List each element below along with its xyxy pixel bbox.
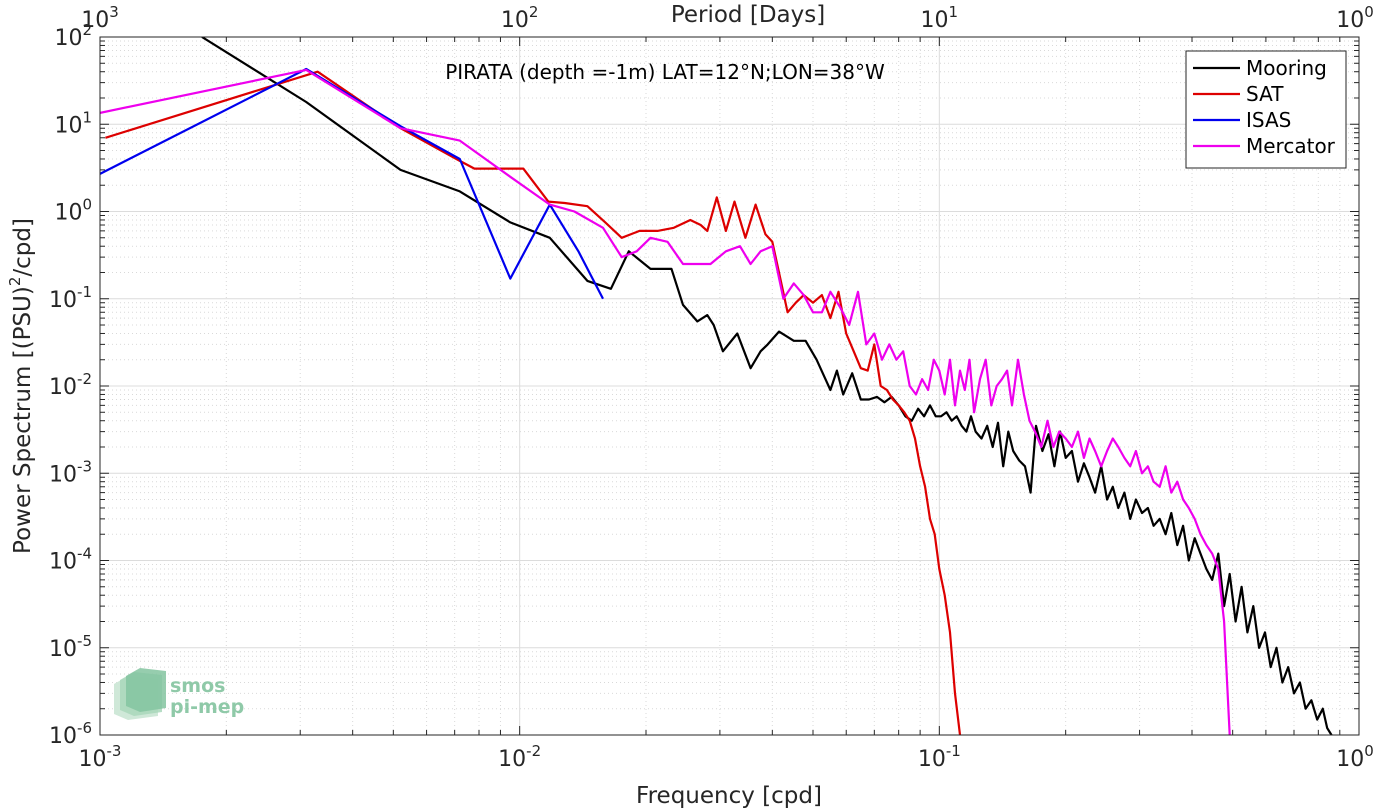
x-tick-label: 10-2 bbox=[498, 742, 541, 772]
x2-axis-title: Period [Days] bbox=[671, 2, 825, 28]
legend-label-mooring: Mooring bbox=[1246, 56, 1327, 80]
x-tick-label: 10-1 bbox=[918, 742, 961, 772]
y-tick-label: 10-1 bbox=[49, 283, 92, 313]
x-tick-labels: 10-3 10-2 10-1 100 bbox=[79, 742, 1374, 772]
x2-tick-label: 101 bbox=[921, 3, 959, 33]
y-axis-title-base: Power Spectrum [(PSU) bbox=[10, 286, 36, 554]
y-tick-label: 10-4 bbox=[49, 545, 92, 575]
logo-text-pi-mep: pi-mep bbox=[170, 696, 244, 718]
y-tick-label: 10-5 bbox=[49, 632, 92, 662]
y-tick-label: 101 bbox=[54, 108, 92, 138]
y-tick-label: 10-2 bbox=[49, 370, 92, 400]
series-line-sat bbox=[105, 70, 962, 735]
x-tick-label: 100 bbox=[1336, 742, 1374, 772]
series-line-mercator bbox=[100, 68, 1231, 735]
y-tick-label: 10-6 bbox=[49, 719, 92, 749]
x2-tick-label: 103 bbox=[81, 3, 119, 33]
smos-pi-mep-logo: smos pi-mep bbox=[114, 668, 244, 720]
y-axis-title-sup: 2 bbox=[6, 277, 24, 287]
legend-box bbox=[1185, 50, 1347, 169]
x-axis-title: Frequency [cpd] bbox=[636, 783, 822, 809]
y-tick-label: 10-3 bbox=[49, 457, 92, 487]
y-axis-title-tail: /cpd] bbox=[10, 218, 36, 277]
legend-label-isas: ISAS bbox=[1246, 108, 1291, 132]
axis-ticks bbox=[99, 36, 1360, 736]
logo-mark-icon bbox=[114, 668, 166, 720]
x-tick-label: 10-3 bbox=[79, 742, 122, 772]
legend-label-sat: SAT bbox=[1246, 82, 1284, 106]
x2-tick-label: 100 bbox=[1336, 3, 1374, 33]
y-axis-title: Power Spectrum [(PSU)2/cpd] bbox=[6, 218, 36, 554]
x2-tick-label: 102 bbox=[501, 3, 539, 33]
chart-annotation: PIRATA (depth =-1m) LAT=12°N;LON=38°W bbox=[445, 60, 885, 84]
series-layer bbox=[100, 37, 1333, 735]
y-tick-labels: 102 101 100 10-1 10-2 10-3 10-4 10-5 10-6 bbox=[49, 21, 92, 749]
logo-text-smos: smos bbox=[170, 675, 225, 697]
legend-label-mercator: Mercator bbox=[1246, 134, 1336, 158]
x2-tick-labels: 103 102 101 100 bbox=[81, 3, 1374, 33]
series-line-mooring bbox=[201, 37, 1333, 735]
y-tick-label: 102 bbox=[54, 21, 92, 51]
y-tick-label: 100 bbox=[54, 196, 92, 226]
